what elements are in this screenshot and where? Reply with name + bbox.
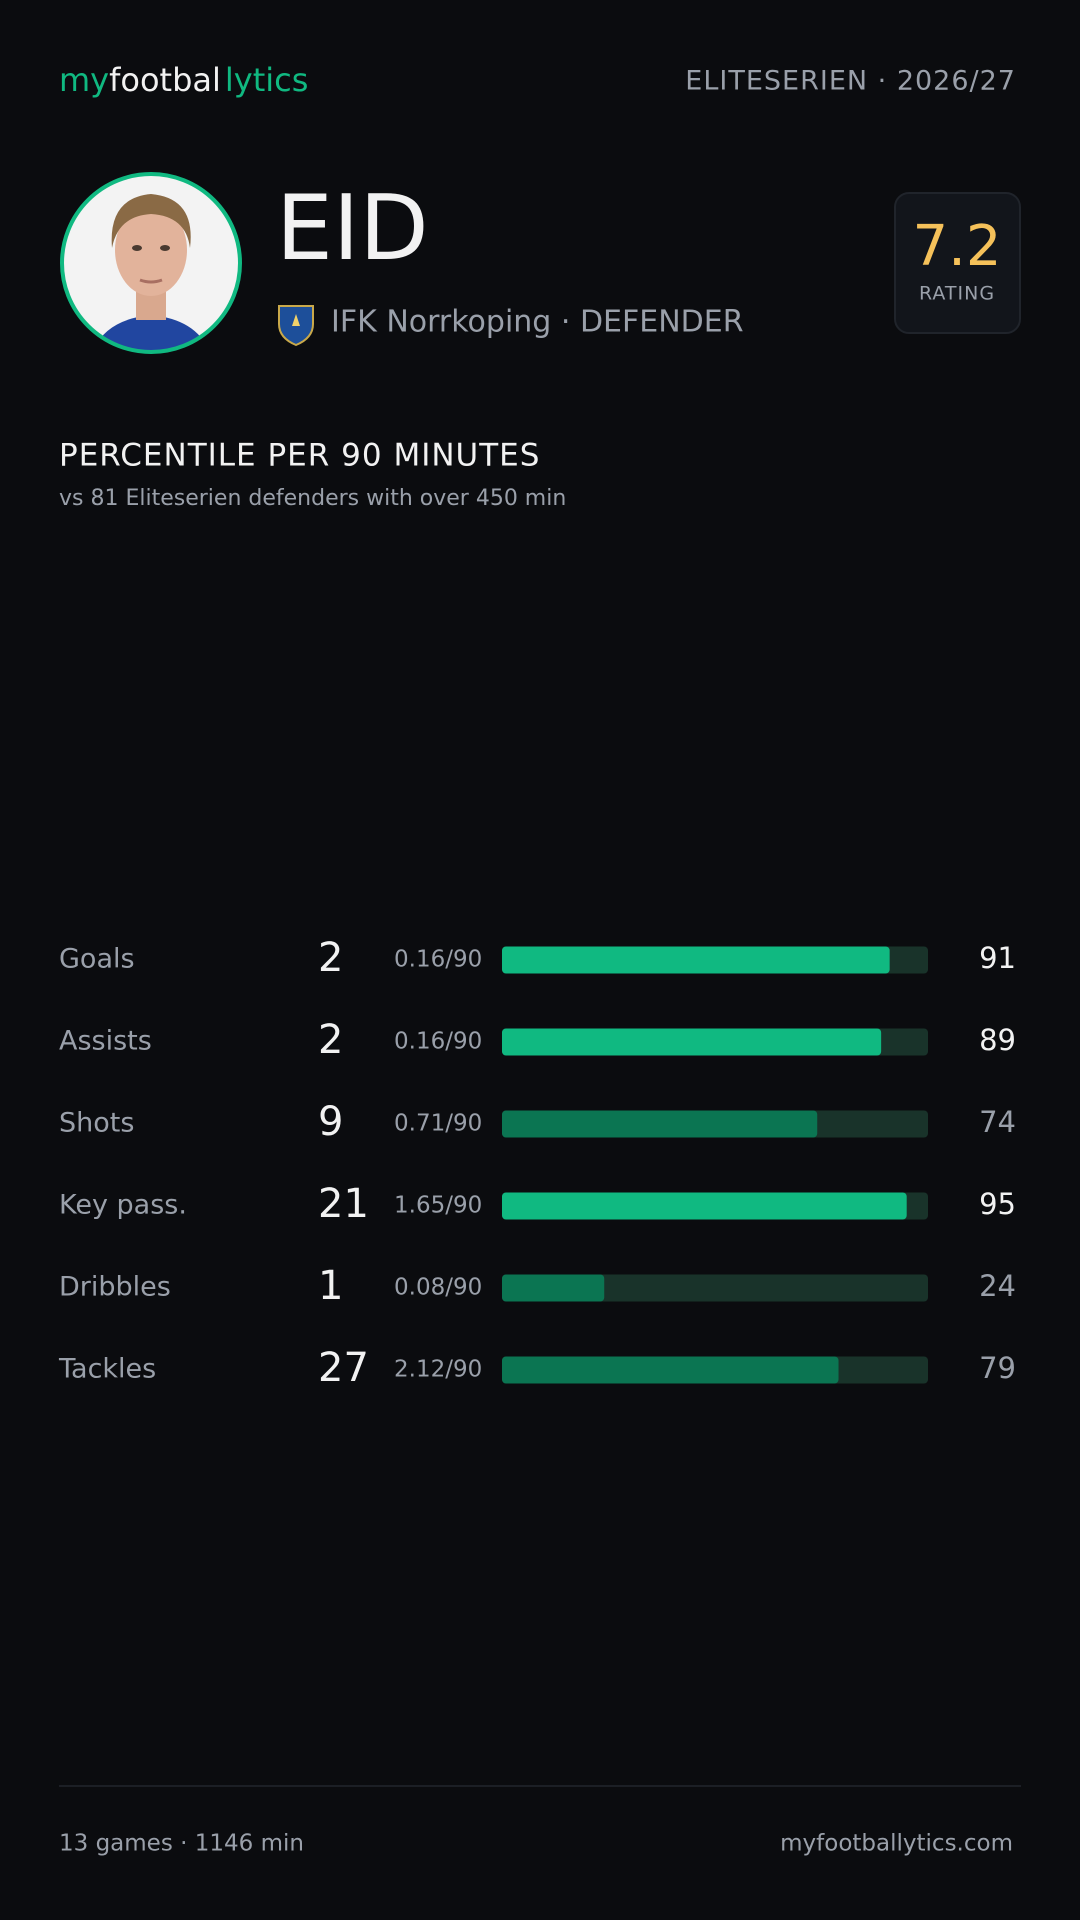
rating-box — [894, 192, 1021, 334]
percentile-value: 79 — [979, 1351, 1016, 1385]
stat-label: Goals — [59, 944, 135, 975]
percentile-value: 24 — [979, 1269, 1016, 1303]
stat-count: 1 — [318, 1263, 343, 1309]
section-subtitle: vs 81 Eliteserien defenders with over 45… — [59, 486, 566, 511]
stat-count: 2 — [318, 1017, 343, 1063]
percentile-bar — [502, 1028, 882, 1056]
stat-per90: 2.12/90 — [394, 1357, 482, 1383]
percentile-bar — [502, 1110, 818, 1138]
logo-part: my — [59, 61, 109, 99]
league: ELITESERIEN · 2026/27 — [685, 66, 1016, 97]
percentile-bar — [502, 1274, 605, 1302]
stat-label: Shots — [59, 1108, 134, 1139]
stat-label: Dribbles — [59, 1272, 171, 1303]
logo-part: footbal — [109, 61, 221, 99]
stat-label: Tackles — [58, 1354, 156, 1385]
percentile-bar — [502, 946, 890, 974]
player-name: EID — [276, 176, 429, 281]
percentile-value: 89 — [979, 1023, 1016, 1057]
stat-per90: 0.16/90 — [394, 1029, 482, 1055]
stat-label: Assists — [59, 1026, 152, 1057]
stat-label: Key pass. — [59, 1190, 187, 1221]
percentile-value: 74 — [979, 1105, 1016, 1139]
stat-count: 9 — [318, 1099, 343, 1145]
player-photo — [60, 172, 242, 354]
rating-value: 7.2 — [912, 214, 1001, 279]
stat-per90: 0.71/90 — [394, 1111, 482, 1137]
section-title: PERCENTILE PER 90 MINUTES — [59, 438, 540, 474]
stat-count: 2 — [318, 935, 343, 981]
logo: myfootbal lytics — [59, 61, 308, 99]
percentile-value: 91 — [979, 941, 1016, 975]
footer-right: myfootballytics.com — [780, 1831, 1013, 1857]
stat-per90: 0.08/90 — [394, 1275, 482, 1301]
footer-left: 13 games · 1146 min — [59, 1831, 304, 1857]
percentile-value: 95 — [979, 1187, 1016, 1221]
stat-per90: 1.65/90 — [394, 1193, 482, 1219]
bar-track — [502, 1274, 928, 1302]
percentile-bar — [502, 1192, 907, 1220]
logo-part: lytics — [225, 61, 309, 99]
club-line: IFK Norrkoping · DEFENDER — [331, 305, 744, 340]
percentile-bar — [502, 1356, 839, 1384]
stat-per90: 0.16/90 — [394, 947, 482, 973]
stat-count: 27 — [318, 1345, 369, 1391]
rating-label: RATING — [919, 283, 995, 305]
club-badge — [278, 305, 314, 347]
stat-count: 21 — [318, 1181, 369, 1227]
stat-rows: Goals 2 0.16/90 91 Assists 2 0.16/90 89 Shots 9 0.… — [58, 935, 1016, 1391]
